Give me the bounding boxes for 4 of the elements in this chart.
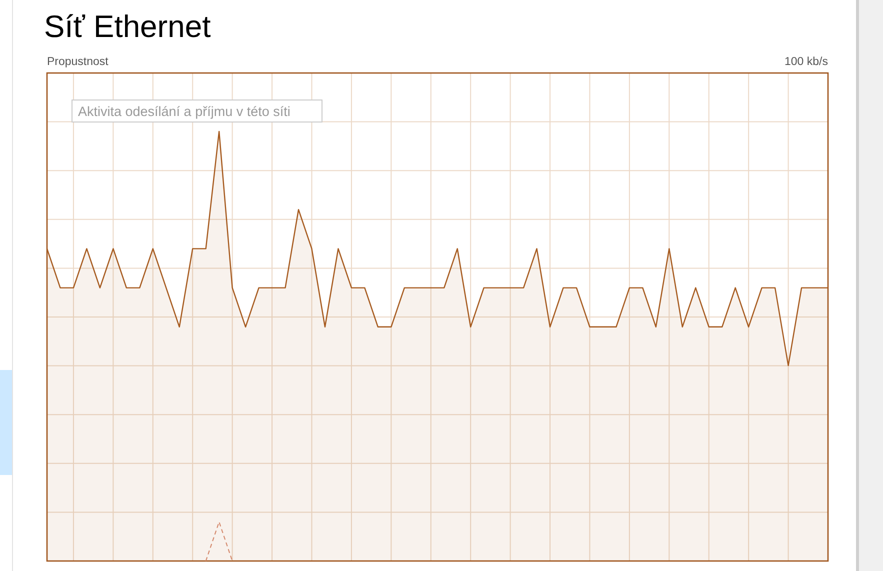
text: 100 kb/s	[784, 56, 828, 68]
chart-title: Síť Ethernet	[44, 9, 212, 44]
text: Propustnost	[47, 56, 110, 68]
text: Aktivita odesílání a příjmu v této síti	[78, 104, 290, 119]
